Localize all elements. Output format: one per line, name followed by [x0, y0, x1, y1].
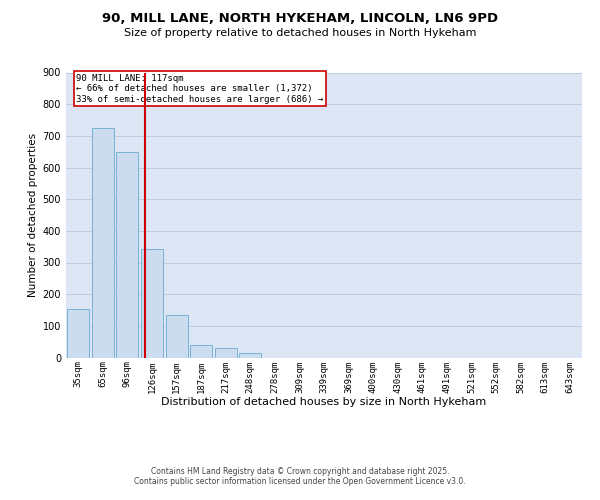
Bar [239, 353, 262, 358]
Text: Contains public sector information licensed under the Open Government Licence v3: Contains public sector information licen… [134, 477, 466, 486]
Text: 90, MILL LANE, NORTH HYKEHAM, LINCOLN, LN6 9PD: 90, MILL LANE, NORTH HYKEHAM, LINCOLN, L… [102, 12, 498, 26]
Text: 90 MILL LANE: 117sqm
← 66% of detached houses are smaller (1,372)
33% of semi-de: 90 MILL LANE: 117sqm ← 66% of detached h… [76, 74, 323, 104]
Bar [92, 128, 114, 358]
Bar [190, 345, 212, 358]
Bar [215, 348, 237, 358]
Text: Contains HM Land Registry data © Crown copyright and database right 2025.: Contains HM Land Registry data © Crown c… [151, 467, 449, 476]
Bar [166, 316, 188, 358]
X-axis label: Distribution of detached houses by size in North Hykeham: Distribution of detached houses by size … [161, 396, 487, 406]
Text: Size of property relative to detached houses in North Hykeham: Size of property relative to detached ho… [124, 28, 476, 38]
Bar [116, 152, 139, 358]
Y-axis label: Number of detached properties: Number of detached properties [28, 133, 38, 297]
Bar [141, 248, 163, 358]
Bar [67, 310, 89, 358]
